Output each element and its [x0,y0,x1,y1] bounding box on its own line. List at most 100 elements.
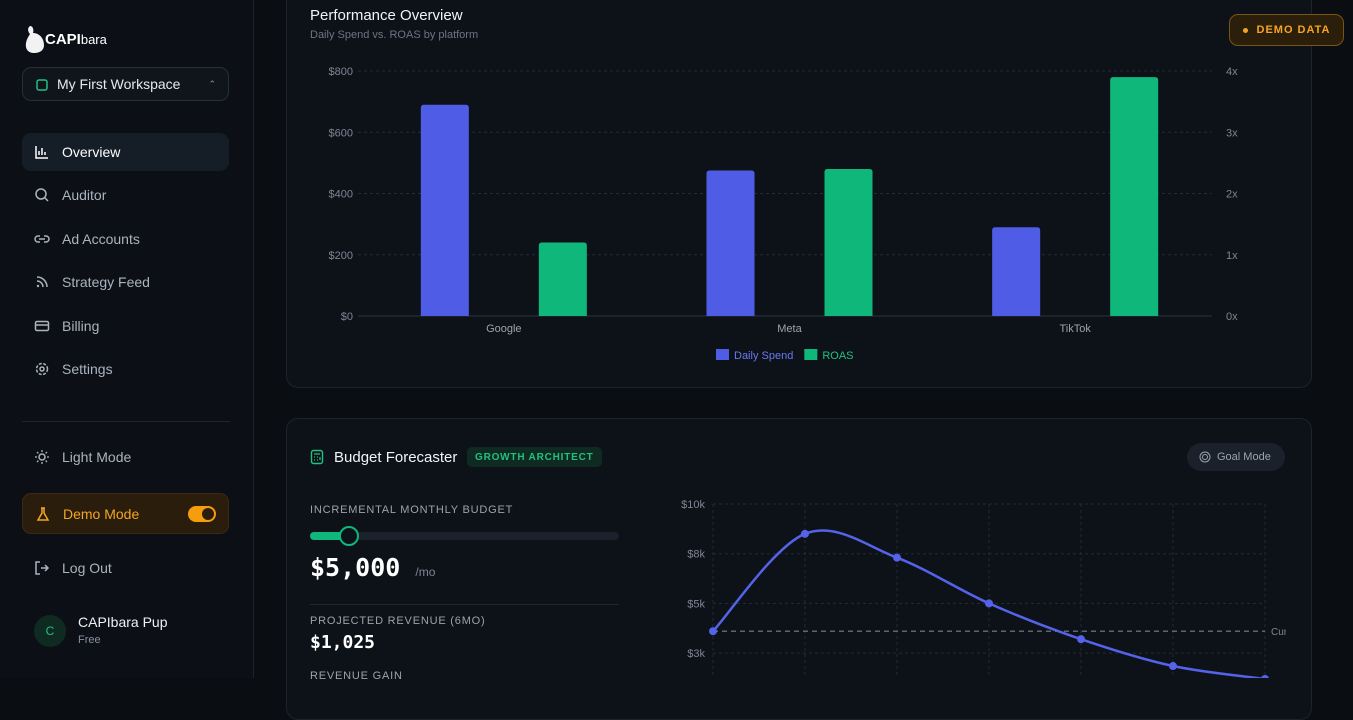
y-tick-label: $800 [329,66,353,78]
y-tick-label: $0 [341,311,353,323]
nav-label: Demo Mode [63,505,140,522]
bar [992,227,1041,316]
budget-label: INCREMENTAL MONTHLY BUDGET [310,504,514,516]
y-tick-label: $5k [687,598,705,610]
y2-tick-label: 1x [1226,250,1238,262]
nav-label: Overview [62,144,121,160]
y-tick-label: $600 [329,127,353,139]
avatar: C [34,615,66,647]
nav-label: Settings [62,361,113,377]
calc-icon [310,449,324,465]
divider [22,421,230,422]
point [801,529,809,538]
y2-tick-label: 4x [1226,66,1238,78]
workspace-select[interactable]: My First Workspace ⌃ [22,67,229,101]
x-tick-label: Meta [777,323,802,335]
legend-label: Daily Spend [734,350,793,362]
y2-tick-label: 2x [1226,189,1238,201]
flask-icon [36,506,50,521]
card-title: Performance Overview [310,7,463,24]
baseline-label: Current [1271,627,1305,638]
x-tick-label: TikTok [1059,323,1091,335]
nav-item[interactable]: Settings [22,350,229,388]
demo-mode-toggle[interactable]: Demo Mode [22,493,229,534]
legend-swatch [804,349,818,360]
nav-icon [34,320,50,332]
y-tick-label: $200 [329,250,353,262]
workspace-icon [36,79,48,91]
budget-unit: /mo [415,565,436,579]
nav-item[interactable]: Ad Accounts [22,220,229,258]
bar [1110,77,1159,316]
nav-label: Auditor [62,187,107,203]
logo-bold: CAPI [45,31,81,48]
y2-tick-label: 3x [1226,127,1238,139]
forecaster-card [286,418,1312,720]
y2-tick-label: 0x [1226,311,1238,323]
goal-mode-button[interactable]: Goal Mode [1187,443,1285,471]
y-tick-label: $8k [687,549,705,561]
nav-icon [35,362,49,376]
y-tick-label: $400 [329,189,353,201]
logo-icon [25,26,44,53]
card-subtitle: Daily Spend vs. ROAS by platform [310,29,479,41]
legend-swatch [716,349,729,360]
card-title: Budget Forecaster [334,449,458,466]
x-tick-label: Google [486,323,521,335]
bar [706,170,755,316]
point [1261,674,1269,678]
revenue-value: $1,025 [310,632,376,653]
nav-icon [34,235,50,243]
nav-label: Log Out [62,560,112,576]
nav-label: Light Mode [62,449,132,465]
button-label: Goal Mode [1217,451,1271,463]
chevron: ⌃ [208,78,216,89]
sun-icon [35,450,49,464]
bar [824,169,873,316]
point [1077,635,1085,644]
nav-item[interactable]: Billing [22,307,229,345]
revenue-label: PROJECTED REVENUE (6MO) [310,615,486,627]
user-plan: Free [78,634,101,646]
demo-badge: DEMO DATA [1229,14,1344,46]
nav-label: Ad Accounts [62,231,140,247]
charts: $0 $200 $400 $600 $800 0x 1x 2x 3x 4x Google Meta Ti… [329,66,1305,678]
budget-amount: $5,000 [310,553,401,582]
tier-badge: GROWTH ARCHITECT [467,447,602,467]
nav-label: Strategy Feed [62,274,150,290]
nav-item[interactable]: Strategy Feed [22,263,229,301]
nav-icon [35,188,49,202]
bar [538,242,587,316]
logo-light: bara [80,32,107,47]
slider-thumb[interactable] [339,526,359,546]
badge-label: DEMO DATA [1256,24,1331,36]
switch[interactable] [188,505,216,522]
y-tick-label: $3k [687,648,705,660]
log-out[interactable]: Log Out [22,549,229,587]
point [985,599,993,608]
divider [310,604,619,605]
bar [420,104,469,316]
nav-label: Billing [62,318,100,334]
point [709,627,717,636]
budget-value: $5,000 /mo [310,553,435,582]
logo: CAPIbara [45,31,107,48]
slider-track[interactable] [310,526,619,546]
nav-item[interactable]: Auditor [22,176,229,214]
nav-item[interactable]: Overview [22,133,229,171]
nav-icon [35,146,48,159]
workspace-name: My First Workspace [57,76,181,92]
performance-chart: $0 $200 $400 $600 $800 0x 1x 2x 3x 4x Google Meta Ti… [329,66,1239,362]
target-icon [1199,451,1211,463]
logout-icon [35,561,50,575]
user-name: CAPIbara Pup [78,614,168,630]
sidebar: CAPIbara My First Workspace ⌃ Overview A… [0,0,254,678]
legend-label: ROAS [822,350,853,362]
light-mode-toggle[interactable]: Light Mode [22,438,229,476]
point [893,553,901,562]
forecast-chart: $3k $5k $8k $10k Current [681,499,1305,678]
nav-icon [36,276,48,288]
point [1169,662,1177,671]
y-tick-label: $10k [681,499,705,511]
